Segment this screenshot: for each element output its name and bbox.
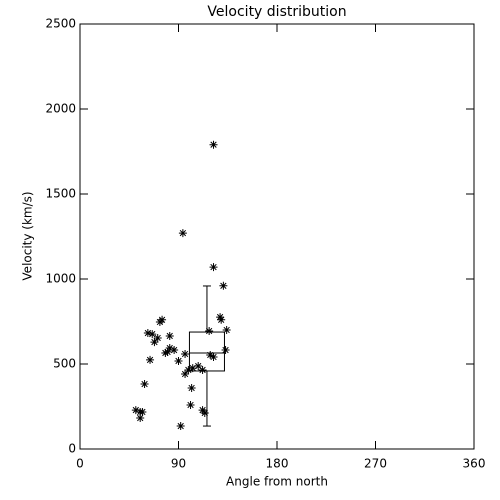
point [205, 327, 214, 336]
point [187, 383, 196, 392]
point [200, 408, 209, 417]
point [170, 346, 179, 355]
point [181, 370, 190, 379]
point [209, 263, 218, 272]
chart-title: Velocity distribution [207, 4, 346, 20]
point [150, 338, 159, 347]
point [165, 344, 174, 353]
point [174, 356, 183, 365]
y-tick-label: 1000 [45, 272, 76, 286]
point [161, 348, 170, 357]
point [165, 331, 174, 340]
point [176, 422, 185, 431]
point [188, 364, 197, 373]
point [131, 406, 140, 415]
point [217, 315, 226, 324]
point [216, 313, 225, 322]
y-tick-label: 500 [53, 357, 76, 371]
point [198, 365, 207, 374]
point [186, 400, 195, 409]
y-tick-label: 1500 [45, 187, 76, 201]
y-tick-label: 2500 [45, 17, 76, 31]
y-tick-label: 0 [68, 442, 76, 456]
point [194, 362, 203, 371]
box [188, 331, 225, 372]
point [138, 407, 147, 416]
x-tick-label: 270 [364, 457, 387, 471]
y-axis-label: Velocity (km/s) [21, 191, 35, 280]
point [219, 281, 228, 290]
plot-frame [79, 23, 475, 450]
point [178, 229, 187, 238]
x-tick-label: 0 [76, 457, 84, 471]
point [209, 140, 218, 149]
point [136, 414, 145, 423]
point [209, 353, 218, 362]
y-tick-label: 2000 [45, 102, 76, 116]
x-tick-label: 90 [171, 457, 186, 471]
point [146, 355, 155, 364]
point [140, 380, 149, 389]
x-axis-label: Angle from north [226, 475, 328, 489]
point [148, 330, 157, 339]
point [163, 347, 172, 356]
point [221, 346, 230, 355]
point [143, 329, 152, 338]
x-tick-label: 360 [463, 457, 486, 471]
point [184, 365, 193, 374]
point [155, 318, 164, 327]
x-tick-label: 180 [266, 457, 289, 471]
point [181, 349, 190, 358]
point [206, 350, 215, 359]
point [222, 326, 231, 334]
point [153, 333, 162, 342]
